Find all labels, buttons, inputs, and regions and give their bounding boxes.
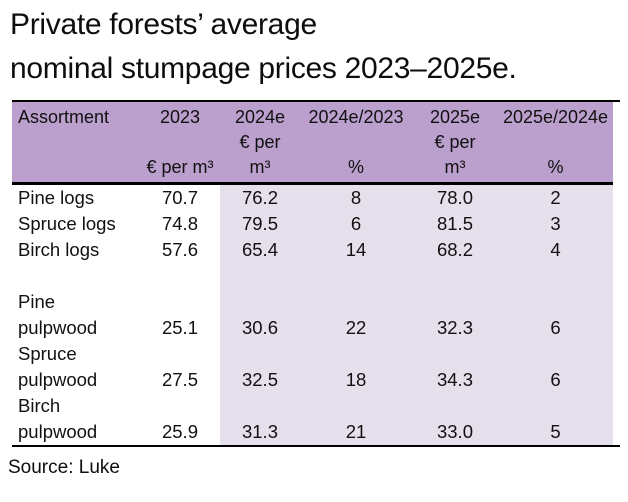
value-cell: 6 <box>350 213 362 234</box>
value-cell: 5 <box>550 421 561 442</box>
value-cell: 3 <box>550 213 561 234</box>
value-cell: 74.8 <box>161 213 198 234</box>
value-cell: 6 <box>550 369 561 390</box>
table-row-birch-pulpwood: Birch pulpwood 25.9 31.3 21 33.0 5 <box>12 393 613 445</box>
column-header-2025e-vs-2024e: 2025e/2024e % <box>502 107 609 177</box>
row-name-cell: Spruce pulpwood <box>18 343 98 390</box>
column-header-2025e: 2025e € per m³ <box>429 107 481 177</box>
value-cell: 65.4 <box>241 239 278 260</box>
value-cell: 27.5 <box>161 369 198 390</box>
value-cell: 25.1 <box>161 317 198 338</box>
column-header-assortment: Assortment <box>18 107 110 127</box>
table-row-birch-logs: Birch logs 57.6 65.4 14 68.2 4 <box>12 237 613 263</box>
row-name-cell: Pine logs <box>18 187 95 208</box>
value-cell: 21 <box>345 421 367 442</box>
value-cell: 32.5 <box>241 369 278 390</box>
value-cell: 32.3 <box>436 317 473 338</box>
column-header-2024e-vs-2023: 2024e/2023 % <box>308 107 404 177</box>
page-title: Private forests’ average nominal stumpag… <box>10 3 517 91</box>
value-cell: 33.0 <box>436 421 473 442</box>
value-cell: 70.7 <box>161 187 198 208</box>
table-row-pine-logs: Pine logs 70.7 76.2 8 78.0 2 <box>12 185 613 211</box>
table-row-spacer <box>12 263 613 289</box>
value-cell: 14 <box>345 239 367 260</box>
value-cell: 2 <box>550 187 561 208</box>
value-cell: 81.5 <box>436 213 473 234</box>
value-cell: 18 <box>345 369 367 390</box>
table-body: Pine logs 70.7 76.2 8 78.0 2 Spruce logs… <box>12 185 613 445</box>
stumpage-price-table: Assortment 2023 € per m³ 2024e € per m³ … <box>12 100 620 447</box>
source-note: Source: Luke <box>8 457 120 478</box>
row-name-cell: Pine pulpwood <box>18 291 98 338</box>
value-cell: 57.6 <box>161 239 198 260</box>
row-name-cell: Spruce logs <box>18 213 116 234</box>
table-header-row: Assortment 2023 € per m³ 2024e € per m³ … <box>12 102 613 185</box>
page-title-line: Private forests’ average <box>10 8 317 41</box>
table-row-spruce-logs: Spruce logs 74.8 79.5 6 81.5 3 <box>12 211 613 237</box>
value-cell: 25.9 <box>161 421 198 442</box>
row-name-cell: Birch pulpwood <box>18 395 98 442</box>
table-row-spruce-pulpwood: Spruce pulpwood 27.5 32.5 18 34.3 6 <box>12 341 613 393</box>
table-row-pine-pulpwood: Pine pulpwood 25.1 30.6 22 32.3 6 <box>12 289 613 341</box>
value-cell: 79.5 <box>241 213 278 234</box>
value-cell: 31.3 <box>241 421 278 442</box>
value-cell: 8 <box>350 187 362 208</box>
forecast-highlight-band <box>220 185 613 445</box>
row-name-cell: Birch logs <box>18 239 100 260</box>
value-cell: 68.2 <box>436 239 473 260</box>
value-cell: 4 <box>550 239 561 260</box>
value-cell: 34.3 <box>436 369 473 390</box>
page-title-line: nominal stumpage prices 2023–2025e. <box>10 52 517 85</box>
column-header-2024e: 2024e € per m³ <box>234 107 286 177</box>
value-cell: 22 <box>345 317 367 338</box>
value-cell: 6 <box>550 317 561 338</box>
value-cell: 76.2 <box>241 187 278 208</box>
column-header-2023: 2023 € per m³ <box>146 107 214 177</box>
value-cell: 78.0 <box>436 187 473 208</box>
value-cell: 30.6 <box>241 317 278 338</box>
